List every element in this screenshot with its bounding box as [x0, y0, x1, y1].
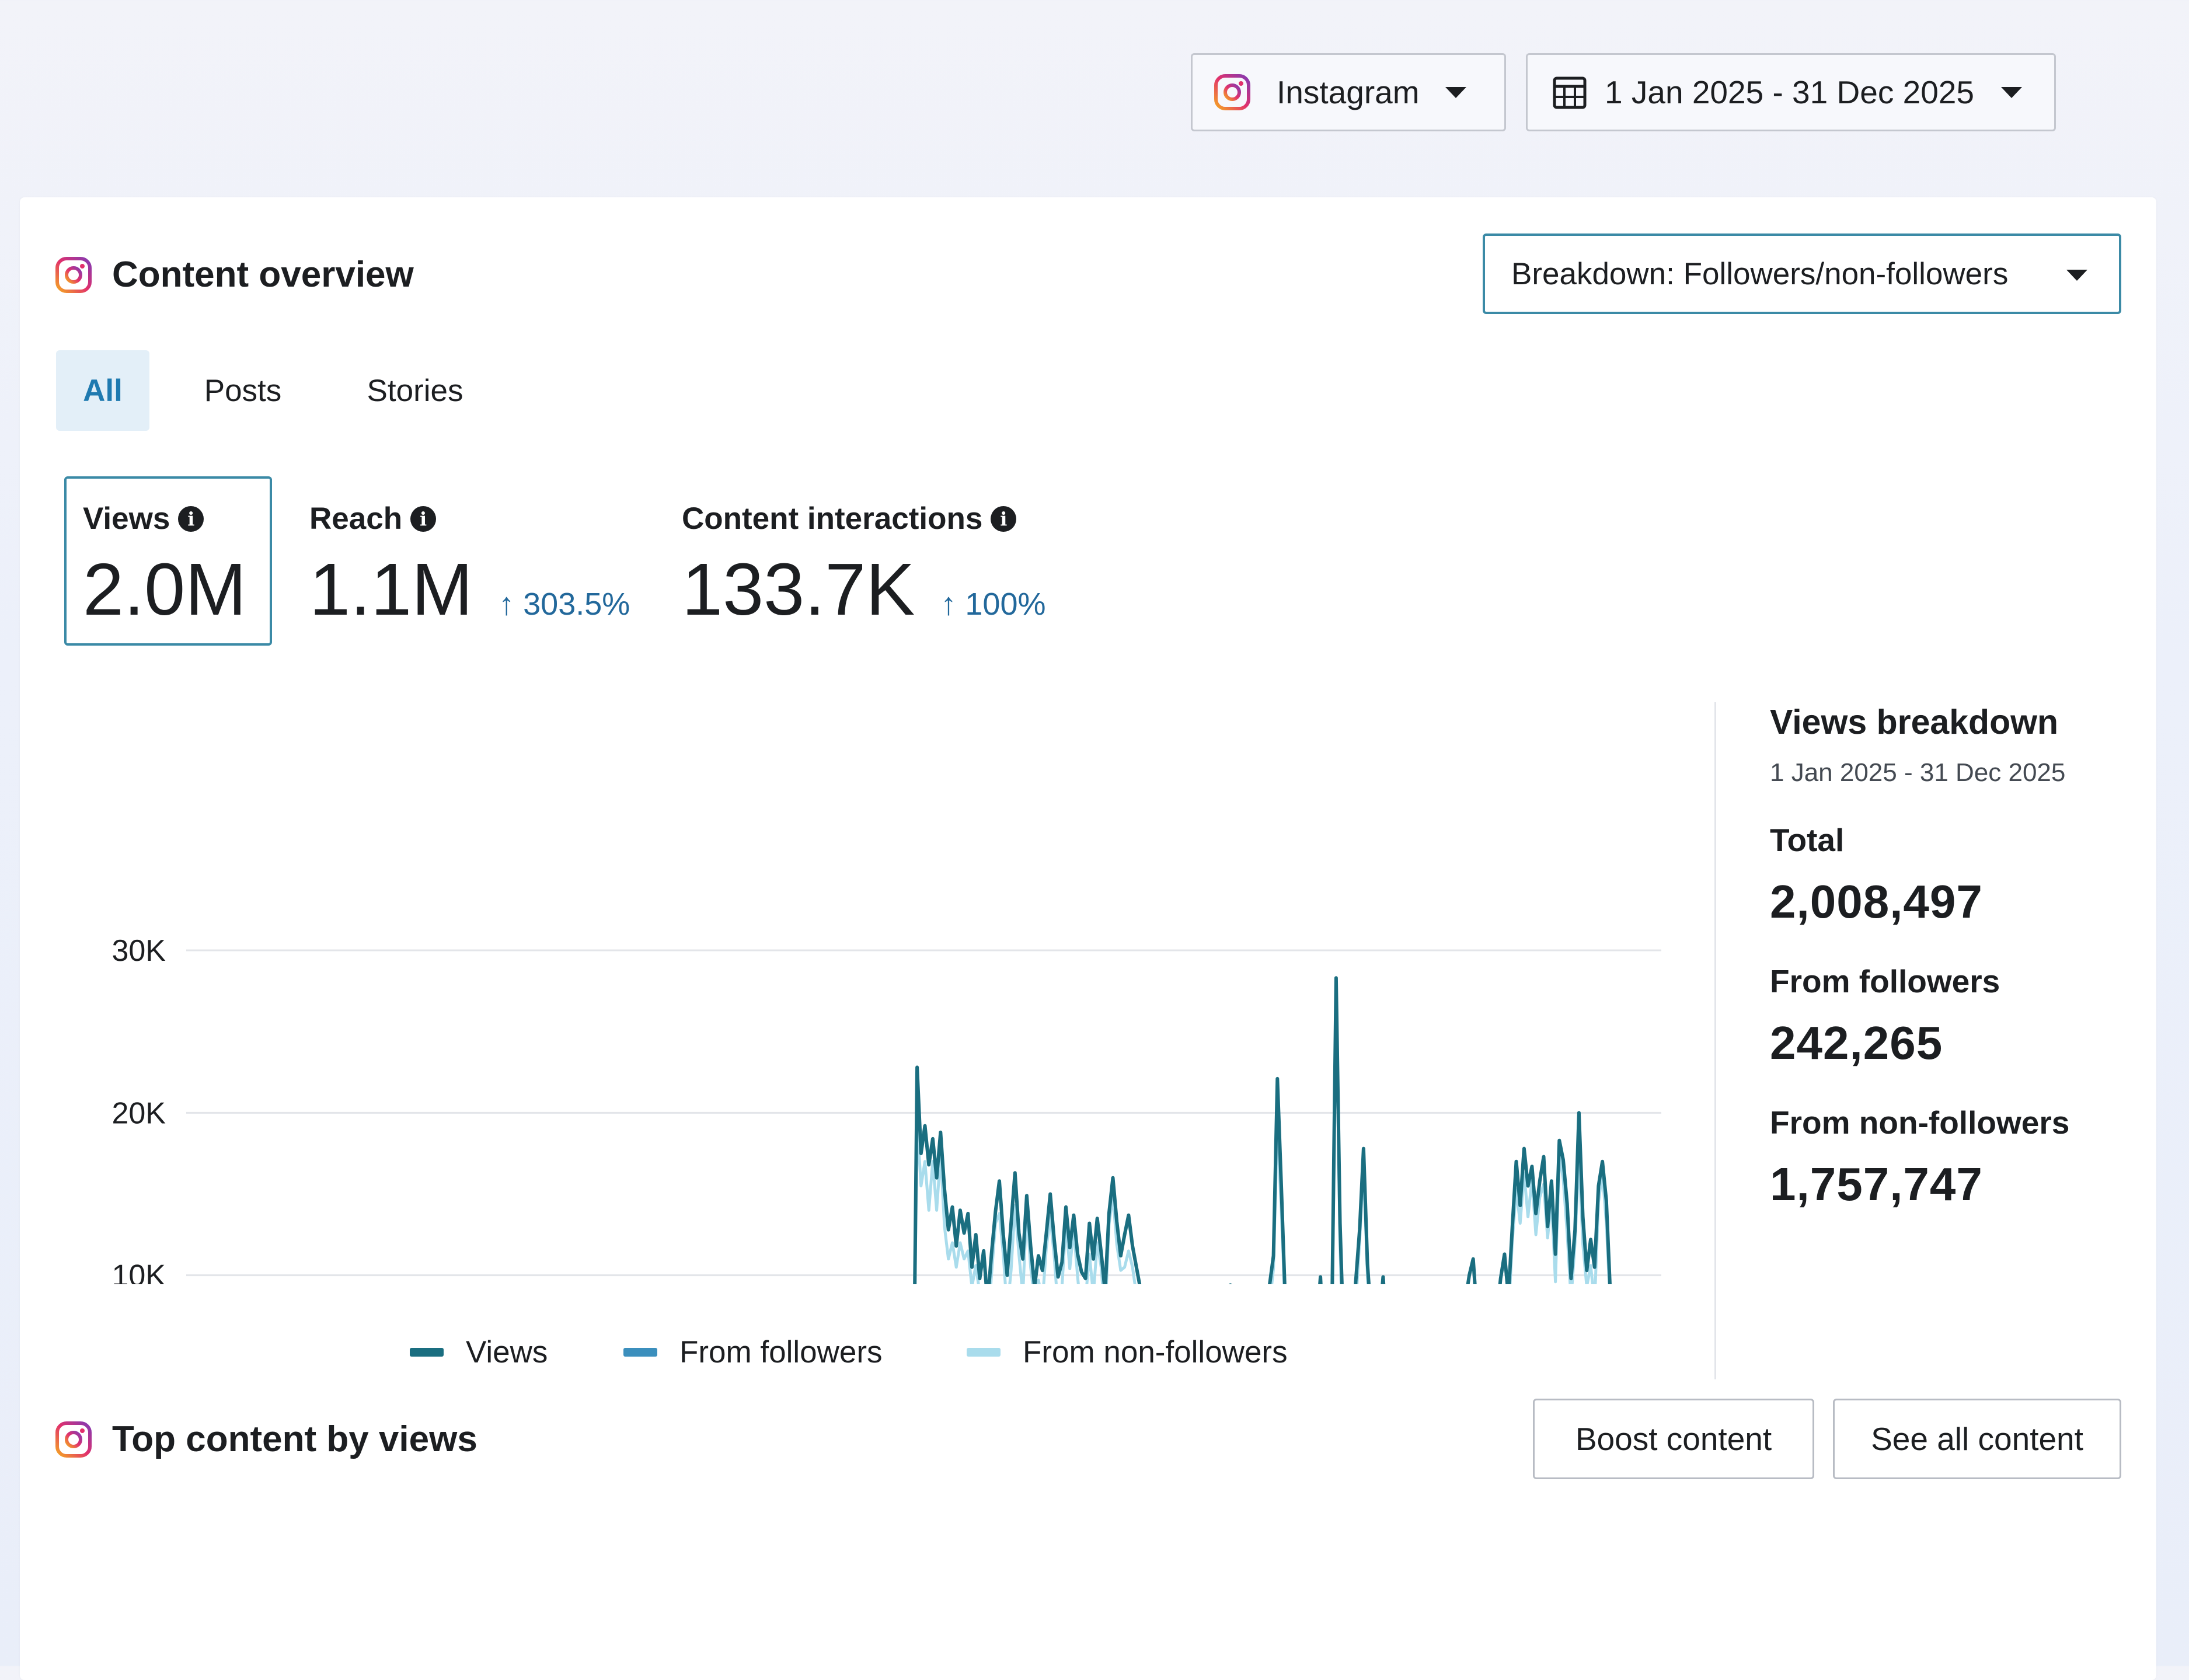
views-metric: Views i 2.0M [83, 501, 246, 626]
chevron-down-icon [2000, 86, 2022, 98]
section-title: Top content by views [112, 1419, 477, 1459]
legend-label: From followers [679, 1335, 883, 1369]
tab-posts[interactable]: Posts [204, 373, 282, 408]
instagram-icon [55, 256, 92, 293]
panel-date-range: 1 Jan 2025 - 31 Dec 2025 [1770, 758, 2066, 787]
see-all-content-button[interactable]: See all content [1833, 1399, 2121, 1479]
chevron-down-icon [1445, 86, 1466, 98]
reach-value: 1.1M [309, 548, 473, 630]
legend-swatch [410, 1348, 444, 1357]
nonfollowers-label: From non-followers [1770, 1104, 2070, 1141]
views-metric-card[interactable] [64, 476, 272, 646]
interactions-label: Content interactions [682, 501, 983, 536]
legend-label: Views [466, 1335, 548, 1369]
views-line-chart: 010K20K30K1 Jan11 Apr20 Jul28 Oct [111, 934, 1661, 1284]
info-icon[interactable]: i [991, 506, 1017, 532]
followers-value: 242,265 [1770, 1017, 1943, 1069]
content-overview-card: Content overview Breakdown: Followers/no… [20, 197, 2156, 1680]
views-value: 2.0M [83, 548, 247, 630]
platform-label: Instagram [1277, 74, 1420, 110]
legend-label: From non-followers [1023, 1335, 1288, 1369]
interactions-delta: 100% [965, 587, 1046, 622]
content-overview-header: Content overview [55, 254, 414, 295]
legend-swatch [967, 1348, 1001, 1357]
nonfollowers-value: 1,757,747 [1770, 1158, 1983, 1210]
reach-delta: 303.5% [523, 587, 630, 622]
breakdown-label: Breakdown: Followers/non-followers [1511, 256, 2009, 291]
y-tick-label: 30K [111, 934, 166, 968]
panel-divider [1714, 702, 1716, 1379]
y-tick-label: 20K [111, 1096, 166, 1130]
chevron-down-icon [2066, 270, 2087, 281]
section-title: Content overview [112, 255, 414, 295]
arrow-up-icon: ↑ [940, 587, 965, 622]
series-line-from-non-followers [914, 994, 1611, 1284]
total-value: 2,008,497 [1770, 876, 1983, 928]
calendar-icon [1552, 75, 1587, 110]
boost-content-button[interactable]: Boost content [1533, 1399, 1814, 1479]
interactions-metric[interactable]: Content interactions i 133.7K ↑ 100% [682, 501, 1046, 626]
arrow-up-icon: ↑ [499, 587, 524, 622]
views-label: Views [83, 501, 170, 536]
top-content-header: Top content by views [55, 1418, 477, 1460]
reach-metric[interactable]: Reach i 1.1M ↑ 303.5% [309, 501, 630, 626]
reach-label: Reach [309, 501, 403, 536]
y-tick-label: 10K [111, 1259, 166, 1284]
legend-views[interactable]: Views [410, 1334, 548, 1370]
info-icon[interactable]: i [178, 506, 204, 532]
followers-label: From followers [1770, 963, 2000, 999]
total-label: Total [1770, 822, 1845, 858]
date-range-label: 1 Jan 2025 - 31 Dec 2025 [1605, 74, 1974, 110]
legend-swatch [623, 1348, 657, 1357]
date-range-selector[interactable]: 1 Jan 2025 - 31 Dec 2025 [1526, 53, 2056, 131]
legend-nonfollowers[interactable]: From non-followers [967, 1334, 1288, 1370]
instagram-icon [55, 1421, 92, 1458]
breakdown-selector[interactable]: Breakdown: Followers/non-followers [1483, 233, 2121, 314]
series-line-views [913, 976, 1612, 1284]
tab-stories[interactable]: Stories [367, 373, 463, 408]
tab-all[interactable]: All [56, 350, 149, 431]
panel-title: Views breakdown [1770, 703, 2059, 741]
legend-followers[interactable]: From followers [623, 1334, 883, 1370]
views-breakdown-panel: Views breakdown 1 Jan 2025 - 31 Dec 2025… [1770, 702, 2155, 1211]
instagram-icon [1214, 74, 1251, 111]
interactions-value: 133.7K [682, 548, 915, 630]
platform-selector[interactable]: Instagram [1191, 53, 1506, 131]
info-icon[interactable]: i [410, 506, 437, 532]
